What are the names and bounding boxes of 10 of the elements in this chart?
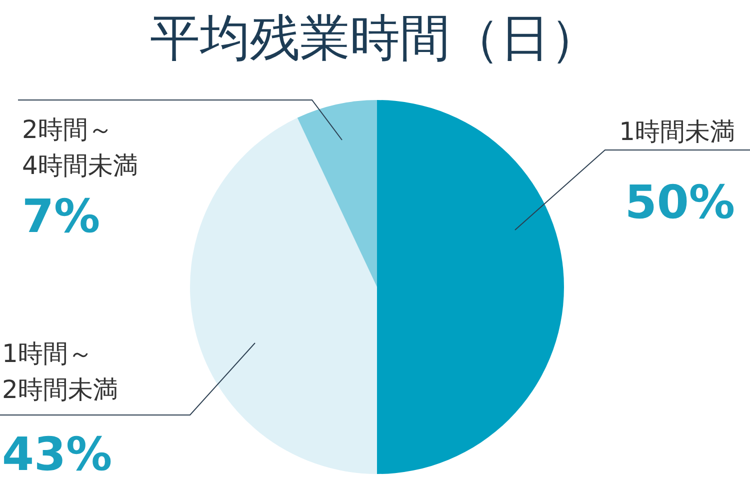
chart-title: 平均残業時間（日）	[149, 8, 601, 69]
data-label: 50%	[624, 175, 735, 229]
slice-label: 1時間～2時間未満	[2, 339, 118, 404]
pie-slice	[190, 118, 377, 474]
pie-slice	[377, 100, 564, 474]
data-label: 7%	[22, 189, 100, 243]
slice-label: 1時間未満	[619, 117, 735, 146]
pie-slice	[297, 100, 377, 287]
data-label: 43%	[2, 427, 112, 480]
slice-label: 2時間～4時間未満	[22, 115, 138, 180]
